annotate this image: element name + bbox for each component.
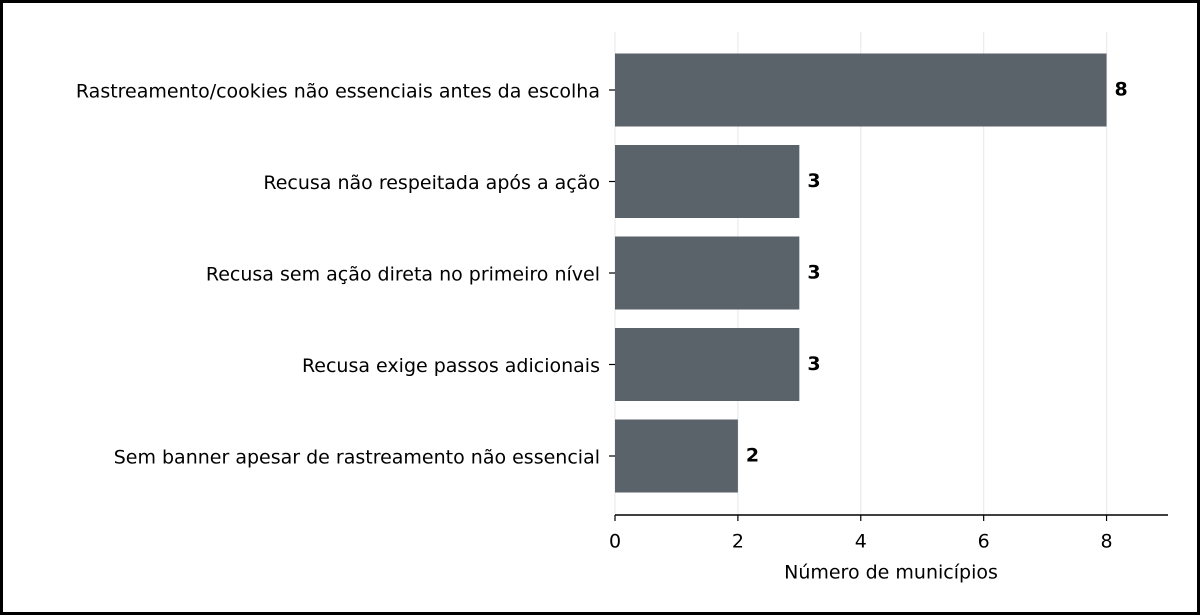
x-tick-label: 4 xyxy=(855,531,867,553)
x-tick-label: 2 xyxy=(732,531,744,553)
value-label: 3 xyxy=(807,170,820,192)
y-tick-label: Recusa não respeitada após a ação xyxy=(263,172,600,194)
value-label: 3 xyxy=(807,262,820,284)
bar xyxy=(615,145,800,218)
x-tick-label: 6 xyxy=(978,531,990,553)
bar xyxy=(615,328,800,401)
bar xyxy=(615,419,738,493)
x-tick-label: 8 xyxy=(1101,531,1113,553)
y-tick-label: Recusa exige passos adicionais xyxy=(302,355,600,377)
bar xyxy=(615,236,800,310)
y-tick-label: Sem banner apesar de rastreamento não es… xyxy=(114,447,600,469)
x-axis-label: Número de municípios xyxy=(784,562,998,584)
value-label: 2 xyxy=(746,445,759,467)
y-tick-label: Rastreamento/cookies não essenciais ante… xyxy=(76,81,600,103)
value-label: 3 xyxy=(807,353,820,375)
x-tick-label: 0 xyxy=(609,531,621,553)
bar xyxy=(615,53,1107,127)
value-label: 8 xyxy=(1115,79,1128,101)
y-tick-label: Recusa sem ação direta no primeiro nível xyxy=(206,264,600,286)
